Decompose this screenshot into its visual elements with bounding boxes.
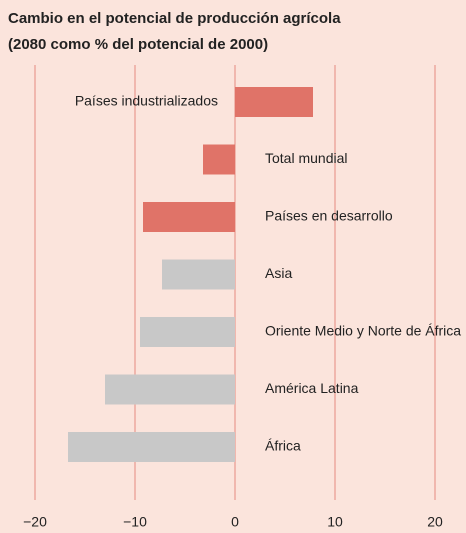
bar [203,144,235,175]
bar [105,374,235,405]
category-label: Países industrializados [75,93,218,109]
bar [143,202,235,232]
x-tick-label: 20 [427,514,443,530]
chart-title: Cambio en el potencial de producción agr… [8,10,341,27]
bar [235,87,313,117]
category-label: Países en desarrollo [265,208,393,224]
bar [162,259,235,290]
x-tick-label: 10 [327,514,343,530]
category-label: América Latina [265,380,359,396]
chart-subtitle: (2080 como % del potencial de 2000) [8,36,268,53]
x-tick-label: −20 [23,514,47,530]
bar [68,432,235,462]
category-label: Oriente Medio y Norte de África [265,323,461,339]
bar [140,317,235,347]
x-tick-label: −10 [123,514,147,530]
category-label: Asia [265,265,292,281]
category-label: África [265,438,301,454]
category-label: Total mundial [265,150,348,166]
x-tick-label: 0 [231,514,239,530]
